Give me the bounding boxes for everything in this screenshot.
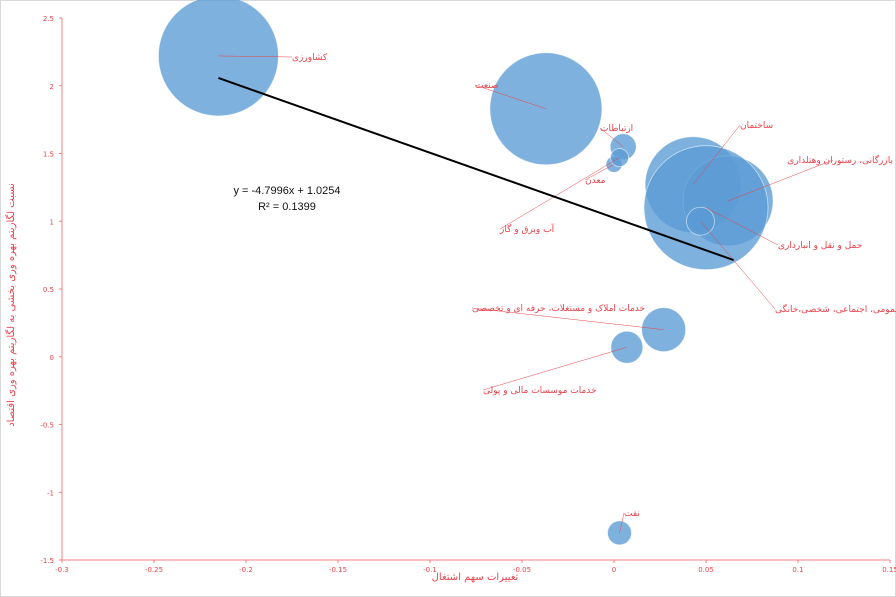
x-tick-label: -0.2	[239, 566, 253, 574]
y-tick-label: -1.5	[40, 557, 54, 565]
trend-equation: y = -4.7996x + 1.0254	[233, 185, 340, 197]
x-tick-label: -0.25	[145, 566, 163, 574]
y-tick-label: 0	[50, 354, 54, 362]
label-leader-line	[727, 159, 834, 202]
axes	[59, 17, 891, 563]
label-leader-line	[474, 84, 546, 110]
y-tick-label: 1.5	[43, 151, 54, 159]
label-leader-line	[584, 164, 615, 181]
label-leader-line	[692, 124, 741, 185]
bubble-label: بازرگانی، رستوران وهتلداری	[787, 154, 893, 166]
label-leader-line	[619, 512, 625, 533]
x-tick-label: -0.15	[329, 566, 347, 574]
bubble-label: صنعت	[475, 81, 499, 91]
bubble-label: نفت	[624, 509, 640, 519]
label-leader-line	[499, 157, 620, 230]
y-tick-label: 1	[50, 218, 54, 226]
leader-lines	[218, 55, 834, 533]
x-tick-label: -0.05	[513, 566, 531, 574]
bubble	[158, 0, 279, 117]
bubble-label: ارتباطات	[600, 124, 633, 134]
y-tick-label: 2.5	[43, 15, 54, 23]
label-leader-line	[471, 307, 664, 330]
x-tick-label: -0.3	[55, 566, 69, 574]
bubble-label: خدمات عمومی، اجتماعی، شخصی،خانگی	[775, 303, 896, 315]
bubble-label: حمل و نقل و انبارداری	[778, 241, 862, 251]
bubble-label: آب وبرق و گاز	[499, 223, 555, 235]
x-tick-label: 0.1	[792, 566, 803, 574]
x-tick-label: -0.1	[423, 566, 437, 574]
y-axis-title: نسبت لگاریتم بهره وری بخشی به لگاریتم به…	[5, 183, 17, 427]
x-tick-label: 0.15	[882, 566, 896, 574]
x-tick-label: 0	[612, 566, 616, 574]
x-axis-title: تغییرات سهم اشتغال	[432, 572, 519, 583]
label-leader-line	[599, 127, 624, 147]
label-leader-line	[705, 207, 779, 246]
bubble-label: معدن	[585, 176, 606, 186]
bubble-label: خدمات موسسات مالی و پولی	[483, 386, 597, 396]
x-tick-label: 0.05	[698, 566, 714, 574]
bubbles	[158, 0, 774, 546]
y-tick-label: 2	[50, 83, 54, 91]
bubble-labels: کشاورزی صنعت ارتباطات معدن آب وبرق و گاز ساخت…	[292, 53, 896, 519]
tick-labels: -0.3 -0.25 -0.2 -0.15 -0.1 -0.05 0 0.05 0.1 0.15 -…	[40, 15, 896, 574]
label-leader-line	[482, 347, 627, 391]
label-leader-line	[700, 221, 776, 310]
bubble-label: ساختمان	[740, 121, 773, 131]
trendline	[218, 77, 734, 262]
trend-r-squared: R² = 0.1399	[258, 201, 316, 213]
y-tick-label: -0.5	[40, 422, 54, 430]
y-tick-label: -1	[47, 489, 54, 497]
label-leader-line	[218, 55, 293, 58]
bubble-label: خدمات املاک و مستغلات، حرفه ای و تخصصی	[472, 303, 645, 314]
bubble-label: کشاورزی	[292, 53, 328, 63]
y-tick-label: 0.5	[43, 286, 54, 294]
